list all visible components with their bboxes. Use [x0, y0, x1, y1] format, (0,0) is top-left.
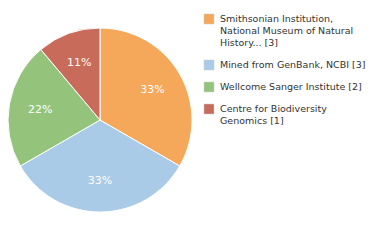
- data-labels: 33% 33% 22% 11%: [28, 56, 165, 187]
- data-label: 22%: [28, 103, 52, 116]
- legend-label: Smithsonian Institution,National Museum …: [220, 13, 353, 48]
- legend-label: Centre for BiodiversityGenomics [1]: [220, 103, 327, 126]
- legend-label: Mined from GenBank, NCBI [3]: [220, 59, 366, 70]
- legend: Smithsonian Institution,National Museum …: [204, 13, 366, 126]
- data-label: 33%: [140, 83, 164, 96]
- legend-swatch: [204, 104, 214, 114]
- data-label: 11%: [67, 56, 91, 69]
- legend-label: Wellcome Sanger Institute [2]: [220, 81, 362, 92]
- legend-swatch: [204, 82, 214, 92]
- legend-swatch: [204, 60, 214, 70]
- legend-swatch: [204, 14, 214, 24]
- slice: [8, 50, 100, 166]
- chart: 33% 33% 22% 11% Smithsonian Institution,Nati…: [0, 0, 380, 240]
- pie: [8, 28, 192, 212]
- data-label: 33%: [88, 174, 112, 187]
